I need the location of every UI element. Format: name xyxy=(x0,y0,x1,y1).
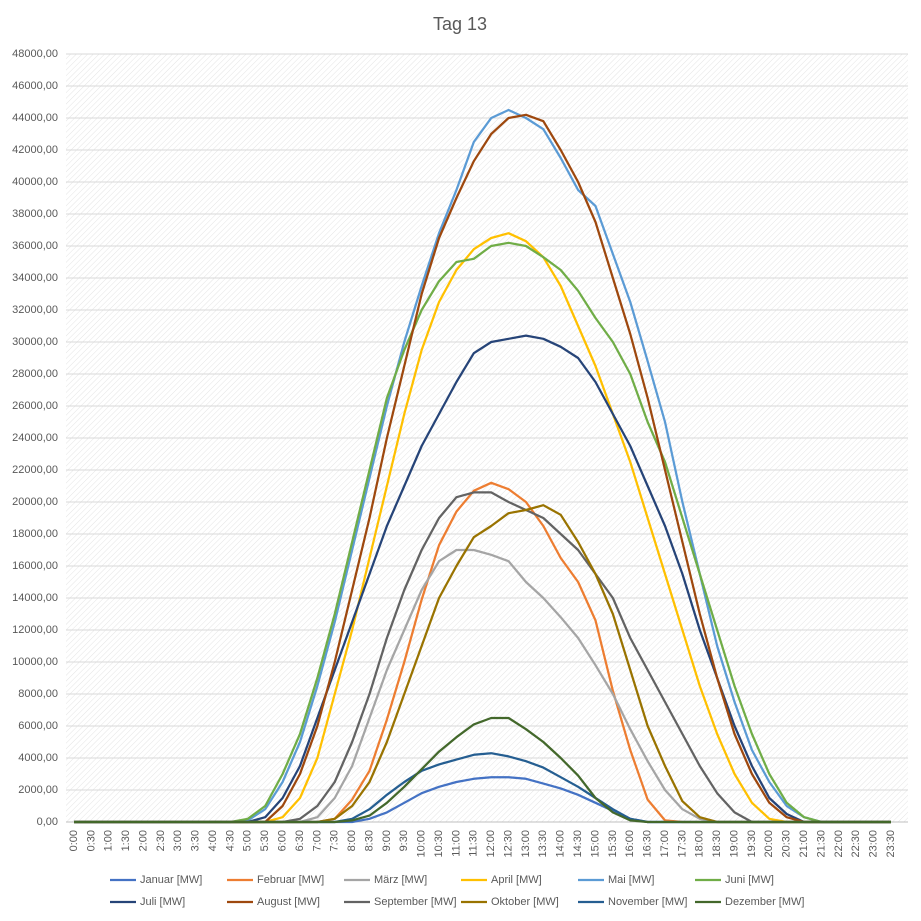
y-tick-label: 16000,00 xyxy=(12,560,58,572)
legend-label: September [MW] xyxy=(374,896,457,908)
x-tick-label: 8:30 xyxy=(363,830,375,851)
y-tick-label: 32000,00 xyxy=(12,304,58,316)
legend-label: Januar [MW] xyxy=(140,874,202,886)
x-tick-label: 5:00 xyxy=(242,830,254,851)
x-tick-label: 6:00 xyxy=(277,830,289,851)
x-tick-label: 20:00 xyxy=(763,830,775,858)
y-tick-label: 4000,00 xyxy=(18,752,58,764)
x-tick-label: 18:00 xyxy=(694,830,706,858)
x-tick-label: 15:30 xyxy=(607,830,619,858)
x-tick-label: 13:30 xyxy=(537,830,549,858)
x-tick-label: 21:30 xyxy=(815,830,827,858)
y-tick-label: 42000,00 xyxy=(12,144,58,156)
x-tick-label: 6:30 xyxy=(294,830,306,851)
x-tick-label: 12:00 xyxy=(485,830,497,858)
y-tick-label: 0,00 xyxy=(37,816,58,828)
x-tick-label: 16:30 xyxy=(642,830,654,858)
x-tick-label: 9:30 xyxy=(398,830,410,851)
y-tick-label: 14000,00 xyxy=(12,592,58,604)
y-tick-label: 48000,00 xyxy=(12,48,58,60)
y-tick-label: 18000,00 xyxy=(12,528,58,540)
y-tick-label: 38000,00 xyxy=(12,208,58,220)
x-tick-label: 23:00 xyxy=(868,830,880,858)
x-tick-label: 10:00 xyxy=(416,830,428,858)
x-tick-label: 10:30 xyxy=(433,830,445,858)
x-tick-label: 23:30 xyxy=(885,830,897,858)
legend-label: März [MW] xyxy=(374,874,427,886)
x-tick-label: 15:00 xyxy=(589,830,601,858)
legend-label: April [MW] xyxy=(491,874,542,886)
x-tick-label: 2:30 xyxy=(155,830,167,851)
x-tick-label: 13:00 xyxy=(520,830,532,858)
y-tick-label: 30000,00 xyxy=(12,336,58,348)
y-tick-label: 20000,00 xyxy=(12,496,58,508)
x-tick-label: 17:30 xyxy=(676,830,688,858)
x-tick-label: 7:00 xyxy=(311,830,323,851)
x-tick-label: 20:30 xyxy=(781,830,793,858)
legend-label: Februar [MW] xyxy=(257,874,324,886)
chart-title: Tag 13 xyxy=(433,14,487,34)
x-tick-label: 9:00 xyxy=(381,830,393,851)
x-tick-label: 7:30 xyxy=(329,830,341,851)
legend-label: Oktober [MW] xyxy=(491,896,559,908)
legend-label: Juni [MW] xyxy=(725,874,774,886)
x-tick-label: 14:30 xyxy=(572,830,584,858)
y-tick-label: 28000,00 xyxy=(12,368,58,380)
y-tick-label: 6000,00 xyxy=(18,720,58,732)
x-tick-label: 22:00 xyxy=(833,830,845,858)
legend-label: Mai [MW] xyxy=(608,874,654,886)
x-tick-label: 14:00 xyxy=(555,830,567,858)
x-tick-label: 19:00 xyxy=(728,830,740,858)
x-tick-label: 0:30 xyxy=(85,830,97,851)
x-tick-label: 2:00 xyxy=(137,830,149,851)
x-tick-label: 0:00 xyxy=(68,830,80,851)
y-tick-label: 8000,00 xyxy=(18,688,58,700)
x-tick-label: 3:00 xyxy=(172,830,184,851)
x-tick-label: 16:00 xyxy=(624,830,636,858)
x-tick-label: 21:00 xyxy=(798,830,810,858)
y-tick-label: 36000,00 xyxy=(12,240,58,252)
y-tick-label: 26000,00 xyxy=(12,400,58,412)
x-tick-label: 11:00 xyxy=(450,830,462,857)
y-tick-label: 2000,00 xyxy=(18,784,58,796)
x-tick-label: 1:00 xyxy=(103,830,115,851)
x-tick-label: 17:00 xyxy=(659,830,671,858)
legend-label: Dezember [MW] xyxy=(725,896,804,908)
x-tick-label: 12:30 xyxy=(502,830,514,858)
x-tick-label: 3:30 xyxy=(190,830,202,851)
legend-label: November [MW] xyxy=(608,896,687,908)
x-tick-label: 4:30 xyxy=(224,830,236,851)
x-tick-label: 11:30 xyxy=(468,830,480,857)
series-line xyxy=(74,716,891,824)
y-tick-label: 44000,00 xyxy=(12,112,58,124)
y-tick-label: 10000,00 xyxy=(12,656,58,668)
x-tick-label: 22:30 xyxy=(850,830,862,858)
y-tick-label: 46000,00 xyxy=(12,80,58,92)
x-tick-label: 1:30 xyxy=(120,830,132,851)
y-tick-label: 12000,00 xyxy=(12,624,58,636)
y-tick-label: 22000,00 xyxy=(12,464,58,476)
legend-label: Juli [MW] xyxy=(140,896,185,908)
x-tick-label: 19:30 xyxy=(746,830,758,858)
x-tick-label: 5:30 xyxy=(259,830,271,851)
x-tick-label: 8:00 xyxy=(346,830,358,851)
x-tick-label: 4:00 xyxy=(207,830,219,851)
x-tick-label: 18:30 xyxy=(711,830,723,858)
y-tick-label: 34000,00 xyxy=(12,272,58,284)
y-tick-label: 40000,00 xyxy=(12,176,58,188)
legend-label: August [MW] xyxy=(257,896,320,908)
y-tick-label: 24000,00 xyxy=(12,432,58,444)
